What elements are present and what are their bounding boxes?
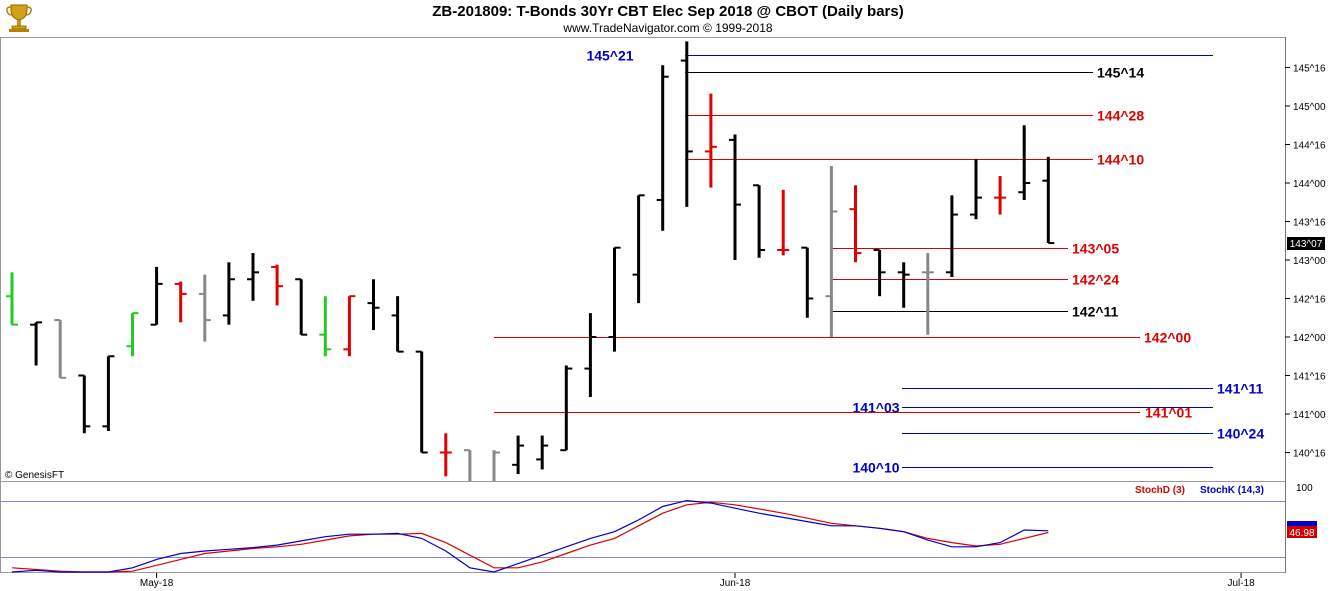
price-bar-31 xyxy=(753,184,766,258)
price-bar-17 xyxy=(415,350,428,454)
price-tick-label-6: 142^16 xyxy=(1293,295,1326,306)
price-bar-40 xyxy=(970,159,982,220)
price-bar-10 xyxy=(247,253,259,301)
price-bar-34 xyxy=(825,166,838,337)
time-axis: May-18 Jun-18 Jul-18 xyxy=(140,573,1255,589)
price-bar-39 xyxy=(945,195,958,277)
level-lines: 145^21 145^14 144^28 144^10 143^05 142^24 142^… xyxy=(494,48,1264,476)
price-bar-28 xyxy=(680,41,693,207)
price-bar-14 xyxy=(343,295,356,357)
price-bar-42 xyxy=(1018,125,1031,200)
level-label-10: 141^01 xyxy=(1145,405,1192,421)
price-bar-21 xyxy=(512,435,525,475)
level-label-5: 142^24 xyxy=(1072,272,1119,288)
level-label-4: 143^05 xyxy=(1072,241,1119,257)
last-price-badge-bg xyxy=(1287,237,1325,250)
stoch-value-badge: 46.98 xyxy=(1289,528,1314,539)
price-bar-11 xyxy=(271,264,284,306)
price-bar-8 xyxy=(198,274,211,342)
price-panel-frame xyxy=(0,37,1286,482)
price-bar-33 xyxy=(801,246,814,318)
level-label-3: 144^10 xyxy=(1097,152,1144,168)
price-bar-15 xyxy=(367,279,380,331)
price-bar-24 xyxy=(584,313,597,398)
level-label-7: 142^00 xyxy=(1144,330,1191,346)
price-bar-32 xyxy=(777,189,790,256)
trophy-logo-icon xyxy=(6,4,32,32)
price-bar-1 xyxy=(30,321,43,366)
level-label-2: 144^28 xyxy=(1097,108,1144,124)
price-bar-20 xyxy=(492,450,500,481)
stoch-value-badge-bg xyxy=(1287,525,1317,538)
price-tick-label-9: 141^00 xyxy=(1293,410,1326,421)
price-bar-25 xyxy=(608,246,621,352)
price-axis-ticks: 145^16 145^00 144^16 144^00 143^16 143^00 142^… xyxy=(1285,64,1326,460)
price-bar-6 xyxy=(150,266,163,326)
price-bar-13 xyxy=(319,296,332,357)
price-bar-4 xyxy=(102,355,115,431)
price-bar-35 xyxy=(849,185,862,263)
price-bars xyxy=(6,41,1055,481)
price-tick-label-5: 143^00 xyxy=(1293,256,1326,267)
price-bar-27 xyxy=(656,65,669,231)
price-tick-label-2: 144^16 xyxy=(1293,141,1326,152)
chart-title: ZB-201809: T-Bonds 30Yr CBT Elec Sep 201… xyxy=(432,3,904,20)
price-tick-label-3: 144^00 xyxy=(1293,179,1326,190)
level-label-12: 140^10 xyxy=(852,460,899,476)
price-bar-37 xyxy=(897,262,910,308)
stochastic-lines xyxy=(11,499,1049,573)
level-label-6: 142^11 xyxy=(1072,304,1119,320)
price-bar-19 xyxy=(463,449,472,481)
stoch-panel-frame xyxy=(0,481,1286,573)
last-price-badge: 143^07 xyxy=(1290,239,1323,250)
chart-header: ZB-201809: T-Bonds 30Yr CBT Elec Sep 201… xyxy=(0,0,1336,37)
stoch-tick-100: 100 xyxy=(1296,483,1313,494)
price-tick-label-1: 145^00 xyxy=(1293,102,1326,113)
level-label-8: 141^11 xyxy=(1217,381,1264,397)
time-tick-label-1: Jun-18 xyxy=(720,578,751,589)
price-bar-7 xyxy=(174,281,187,323)
price-bar-38 xyxy=(921,253,934,335)
price-bar-29 xyxy=(704,93,717,188)
price-bar-0 xyxy=(6,272,18,326)
stoch-line-1 xyxy=(11,499,1049,573)
price-bar-36 xyxy=(873,248,886,297)
stoch-line-0 xyxy=(11,501,1049,573)
price-bar-16 xyxy=(391,296,404,353)
price-bar-23 xyxy=(560,365,573,452)
chart-subtitle: www.TradeNavigator.com © 1999-2018 xyxy=(563,21,773,35)
time-tick-label-2: Jul-18 xyxy=(1227,578,1255,589)
time-tick-label-0: May-18 xyxy=(140,578,174,589)
price-bar-41 xyxy=(994,176,1007,215)
legend-stochd: StochD (3) xyxy=(1135,485,1185,496)
price-bar-22 xyxy=(536,435,549,470)
legend-stochk: StochK (14,3) xyxy=(1200,485,1264,496)
price-tick-label-4: 143^16 xyxy=(1293,218,1326,229)
price-tick-label-10: 140^16 xyxy=(1293,449,1326,460)
price-tick-label-8: 141^16 xyxy=(1293,372,1326,383)
price-tick-label-7: 142^00 xyxy=(1293,333,1326,344)
level-label-9: 141^03 xyxy=(852,400,899,416)
price-bar-12 xyxy=(295,278,308,336)
price-bar-5 xyxy=(126,312,139,357)
level-label-1: 145^14 xyxy=(1097,65,1144,81)
price-tick-label-0: 145^16 xyxy=(1293,64,1326,75)
price-bar-26 xyxy=(632,194,645,304)
price-bar-43 xyxy=(1042,156,1055,245)
price-bar-30 xyxy=(729,134,741,260)
stoch-value-badge-bg2 xyxy=(1287,521,1317,526)
price-bar-9 xyxy=(222,262,235,325)
level-label-0: 145^21 xyxy=(586,48,633,64)
level-label-11: 140^24 xyxy=(1217,426,1264,442)
price-bar-3 xyxy=(78,374,91,434)
price-bar-2 xyxy=(54,319,67,379)
price-bar-18 xyxy=(439,433,452,477)
watermark: © GenesisFT xyxy=(5,470,64,481)
